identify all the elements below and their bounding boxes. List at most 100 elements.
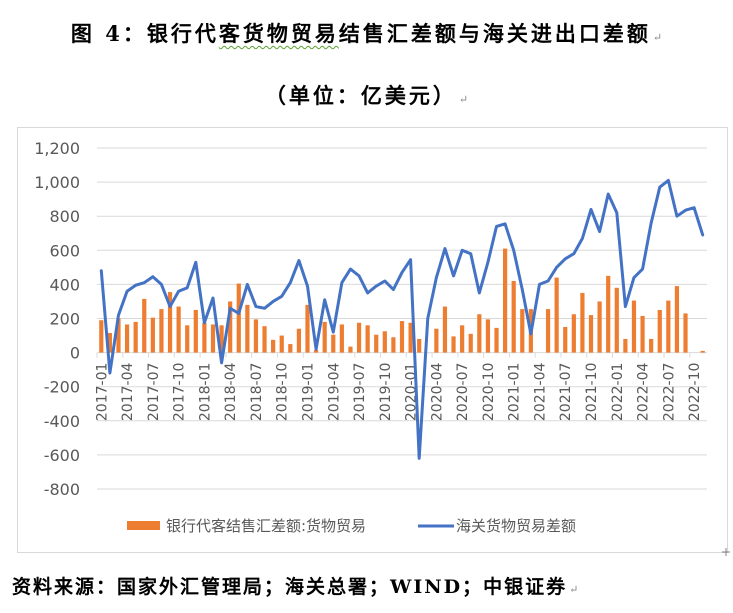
y-tick-label: 200 (49, 310, 80, 329)
bar (700, 350, 705, 353)
x-axis: 2017-01 2017-04 2017-07 2017-10 2018-01 2018-… (94, 352, 703, 422)
x-tick-label: 2020-07 (455, 363, 471, 422)
bar (434, 328, 439, 353)
bar-series-bank-settlement (99, 248, 705, 353)
bar (185, 325, 190, 353)
bar (631, 300, 637, 353)
x-tick-label: 2019-07 (352, 363, 368, 422)
line-path (99, 178, 705, 460)
y-tick-label: 800 (49, 207, 80, 226)
bar (236, 283, 241, 353)
bar (202, 322, 207, 353)
bar (150, 317, 155, 353)
x-tick-label: 2022-07 (661, 363, 677, 422)
y-tick-label: 0 (70, 344, 80, 363)
bar (356, 322, 362, 353)
bar (580, 292, 585, 353)
x-tick-label: 2018-07 (249, 363, 265, 422)
bar (520, 309, 525, 353)
bar (511, 280, 516, 353)
bar (133, 321, 138, 353)
source-note: 资料来源：国家外汇管理局；海关总署；WIND；中银证券 ↵ (12, 572, 578, 599)
source-text: 资料来源：国家外汇管理局；海关总署；WIND；中银证券 (12, 576, 568, 598)
x-tick-label: 2021-04 (532, 363, 548, 422)
x-tick-label: 2017-01 (94, 363, 110, 422)
bar (107, 332, 112, 353)
bar (545, 309, 551, 353)
legend-bar-label: 银行代客结售汇差额:货物贸易 (166, 517, 366, 535)
x-tick-label: 2021-07 (558, 363, 574, 422)
x-tick-label: 2017-04 (120, 363, 136, 422)
bar (399, 321, 405, 353)
bar (210, 324, 216, 353)
bar (296, 328, 302, 353)
bar (99, 320, 104, 353)
y-tick-label: 1,200 (34, 139, 80, 158)
bar (408, 322, 413, 353)
figure-title: 图 4：银行代客货物贸易结售汇差额与海关进出口差额 ↵ (0, 18, 733, 48)
x-tick-label: 2021-10 (584, 363, 600, 422)
bar (116, 318, 121, 353)
bar (331, 334, 336, 353)
bar (262, 326, 267, 353)
figure-title-part-b: 结售汇差额与海关进出口差额 (338, 21, 651, 46)
legend-bar-swatch-icon (127, 521, 160, 530)
paragraph-mark-icon: ↵ (652, 31, 663, 44)
y-tick-label: 1,000 (34, 173, 80, 192)
bar (228, 301, 233, 353)
bar (279, 335, 284, 353)
bar (176, 306, 181, 353)
bar (322, 321, 327, 353)
bar (142, 298, 147, 353)
bar (288, 344, 293, 353)
figure-title-part-a: 银行代 (146, 21, 219, 46)
line-series-customs-balance (99, 178, 705, 460)
bar (365, 325, 370, 353)
bar (606, 275, 611, 353)
paragraph-mark-icon: ↵ (569, 583, 579, 596)
bar (167, 292, 173, 353)
bar (649, 338, 654, 353)
legend-line-label: 海关货物贸易差额 (456, 517, 576, 535)
x-tick-label: 2019-04 (326, 363, 342, 422)
x-tick-label: 2017-07 (146, 363, 162, 422)
bar (477, 314, 482, 353)
bar (563, 327, 568, 353)
bar (451, 336, 456, 353)
bar (485, 319, 491, 353)
figure-title-spellcheck-underlined: 客货物贸易 (218, 21, 339, 46)
text-boundary-corner-icon (722, 548, 730, 556)
x-tick-label: 2019-10 (378, 363, 394, 422)
bar (468, 333, 473, 353)
bar (271, 339, 276, 353)
chart-frame (17, 127, 728, 553)
chart-legend: 银行代客结售汇差额:货物贸易 海关货物贸易差额 (127, 517, 576, 535)
y-tick-label: 600 (49, 241, 80, 260)
y-axis-labels: 1,200 1,000 800 600 400 200 0 -200 -400 -600 -800 (34, 139, 80, 499)
bar (159, 309, 164, 353)
bar (623, 338, 628, 353)
unit-text: （单位：亿美元） (264, 83, 457, 108)
bar (442, 306, 448, 353)
x-tick-label: 2018-10 (275, 363, 291, 422)
bar (305, 304, 310, 353)
x-tick-label: 2019-01 (300, 363, 316, 422)
bar (193, 309, 198, 353)
bar (339, 324, 344, 353)
bar (391, 337, 396, 353)
figure-subtitle-unit: （单位：亿美元） ↵ (0, 80, 733, 110)
bar (374, 334, 379, 353)
bar (502, 248, 508, 353)
y-tick-label: -400 (44, 412, 80, 431)
bar (382, 331, 387, 353)
bar (674, 286, 680, 353)
bar (571, 314, 576, 353)
bar (640, 315, 645, 353)
bar (348, 346, 353, 353)
bar (614, 287, 619, 353)
bar (588, 315, 594, 353)
bar (124, 324, 130, 353)
x-tick-label: 2017-10 (172, 363, 188, 422)
x-tick-label: 2018-04 (223, 363, 239, 422)
